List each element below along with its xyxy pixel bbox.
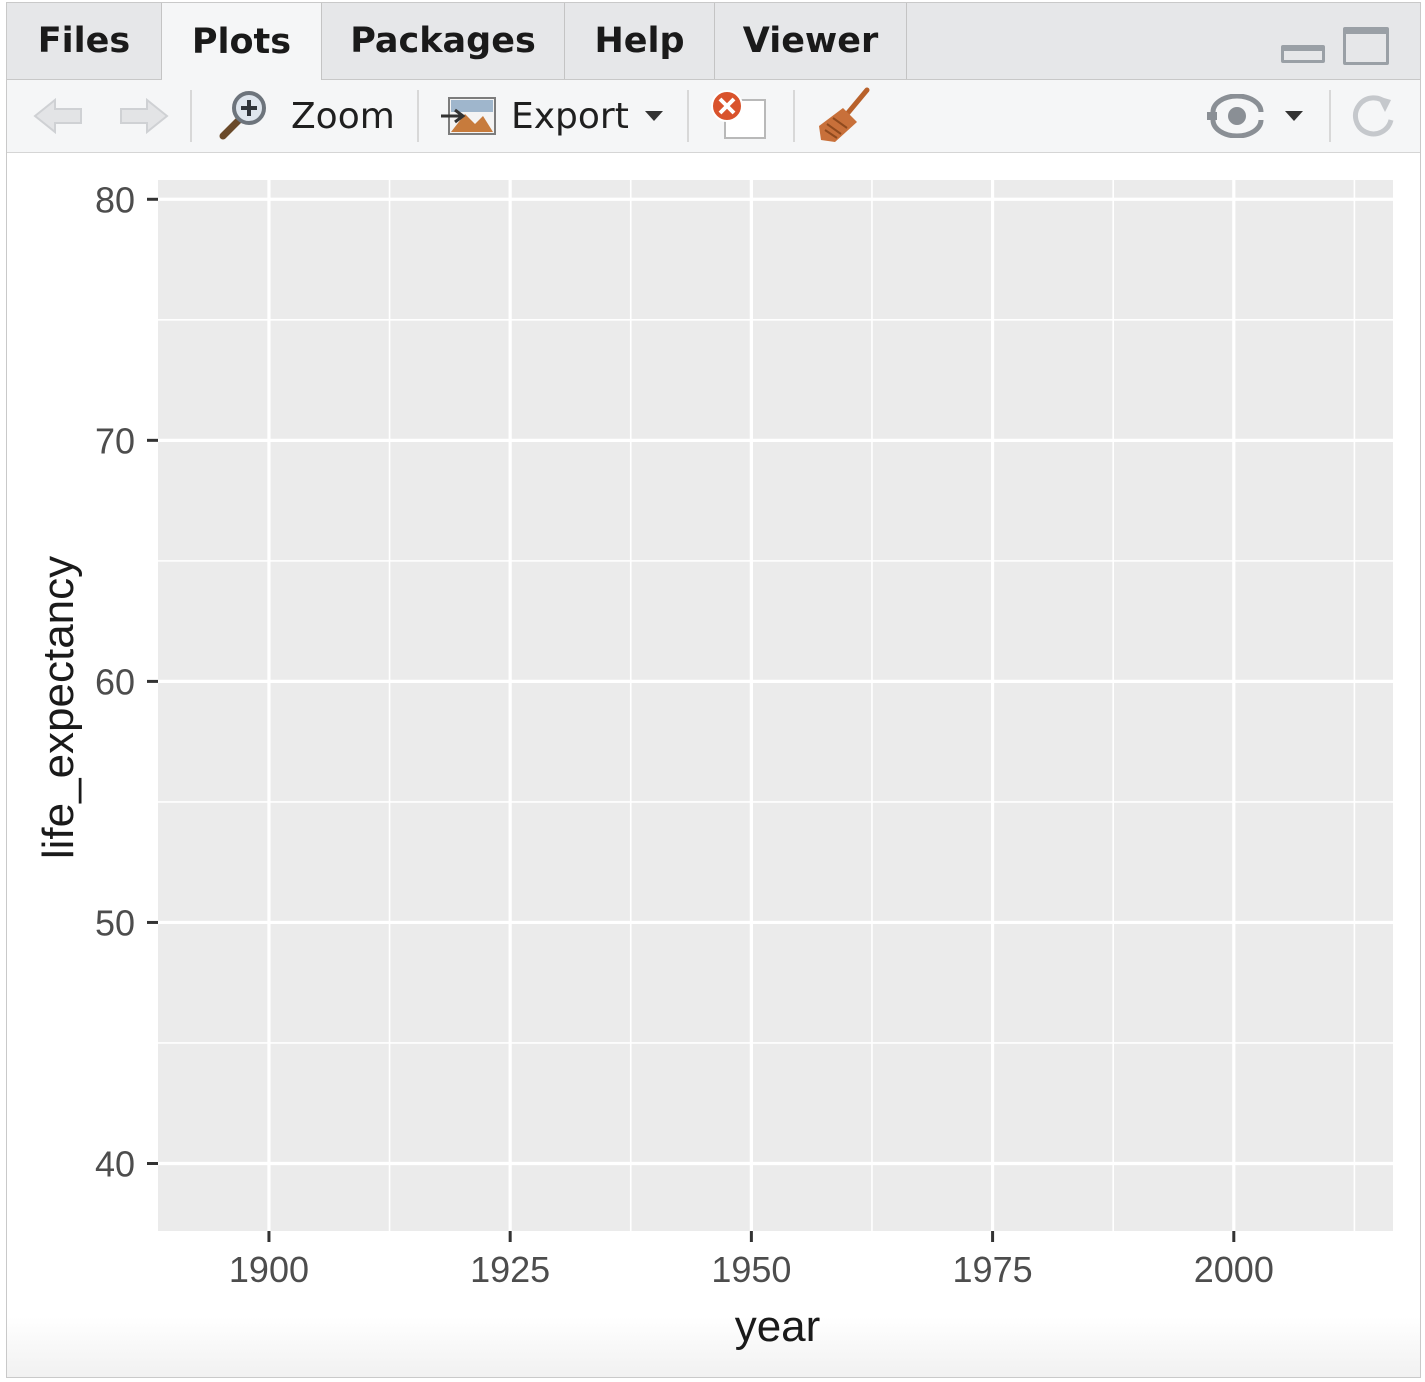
x-axis-title: year (735, 1302, 821, 1351)
y-axis: 40 50 60 70 80 (95, 179, 158, 1185)
tab-help-label: Help (594, 21, 685, 61)
tab-packages-label: Packages (350, 21, 536, 61)
zoom-button[interactable]: Zoom (215, 80, 405, 152)
export-icon (441, 97, 496, 135)
tab-help[interactable]: Help (565, 3, 715, 79)
tab-packages[interactable]: Packages (322, 3, 565, 79)
x-axis: 1900 1925 1950 1975 2000 (229, 1231, 1274, 1290)
plots-pane: Files Plots Packages Help Viewer (6, 2, 1421, 1378)
broom-icon (819, 87, 870, 142)
tab-viewer[interactable]: Viewer (715, 3, 907, 79)
publish-button[interactable] (1207, 80, 1317, 152)
clear-all-plots-button[interactable] (813, 80, 879, 152)
y-tick-label: 40 (95, 1144, 135, 1185)
previous-plot-button[interactable] (31, 80, 91, 152)
x-tick-label: 1975 (953, 1249, 1033, 1290)
plot-viewer: 1900 1925 1950 1975 2000 40 50 60 70 80 year lif… (7, 153, 1420, 1377)
arrow-right-icon (120, 97, 169, 135)
tab-files-label: Files (37, 21, 131, 61)
chevron-down-icon (644, 111, 663, 121)
publish-icon (1207, 94, 1264, 138)
x-tick-label: 1950 (711, 1249, 791, 1290)
y-tick-label: 80 (95, 179, 135, 220)
plots-toolbar: Zoom Export (7, 80, 1420, 153)
y-axis-title: life_expectancy (34, 556, 83, 859)
remove-plot-button[interactable] (707, 80, 773, 152)
refresh-button[interactable] (1347, 80, 1407, 152)
toolbar-separator (1329, 90, 1331, 142)
y-tick-label: 70 (95, 420, 135, 461)
zoom-label: Zoom (291, 95, 395, 137)
plot-chart: 1900 1925 1950 1975 2000 40 50 60 70 80 year lif… (34, 179, 1393, 1351)
tab-strip: Files Plots Packages Help Viewer (7, 3, 1420, 80)
arrow-left-icon (33, 97, 82, 135)
x-tick-label: 2000 (1194, 1249, 1274, 1290)
remove-plot-icon (711, 90, 766, 139)
tab-files[interactable]: Files (7, 3, 162, 79)
tab-plots-label: Plots (191, 21, 292, 62)
refresh-icon (1353, 95, 1394, 137)
y-tick-label: 60 (95, 661, 135, 702)
chevron-down-icon (1285, 111, 1303, 121)
maximize-pane-icon[interactable] (1343, 27, 1389, 65)
x-tick-label: 1925 (470, 1249, 550, 1290)
tab-plots[interactable]: Plots (162, 3, 322, 80)
minor-gridlines (158, 180, 1393, 1231)
toolbar-separator (417, 90, 419, 142)
zoom-icon (219, 91, 266, 140)
x-tick-label: 1900 (229, 1249, 309, 1290)
export-label: Export (511, 95, 629, 137)
toolbar-separator (687, 90, 689, 142)
toolbar-separator (793, 90, 795, 142)
y-tick-label: 50 (95, 902, 135, 943)
minimize-pane-icon[interactable] (1281, 45, 1325, 63)
plot-bottom-shade (7, 1317, 1420, 1377)
major-gridlines (158, 180, 1393, 1231)
toolbar-separator (190, 90, 192, 142)
next-plot-button[interactable] (117, 80, 177, 152)
export-button[interactable]: Export (439, 80, 669, 152)
tab-viewer-label: Viewer (742, 21, 879, 61)
plot-panel-background (158, 180, 1393, 1231)
